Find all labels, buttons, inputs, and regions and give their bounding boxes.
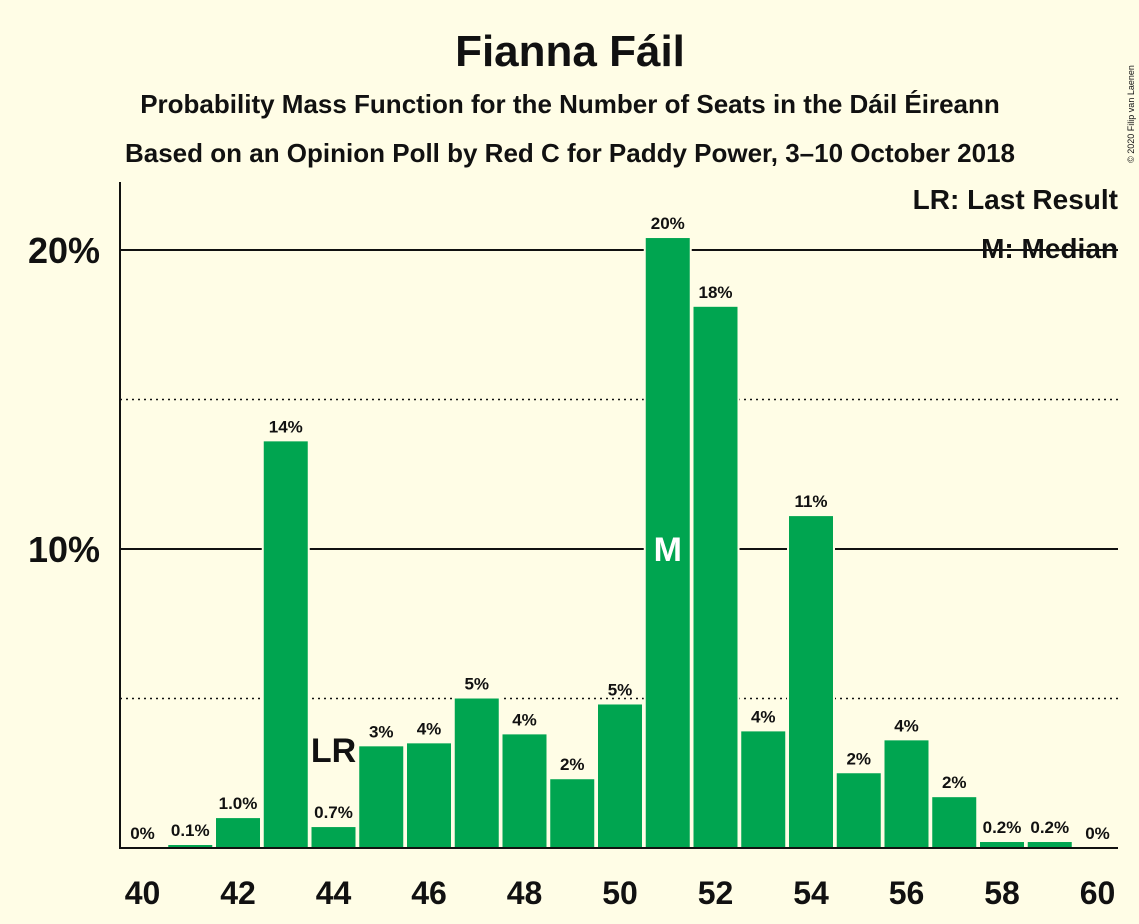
chart-title: Fianna Fáil bbox=[455, 27, 685, 76]
bars bbox=[166, 236, 1074, 849]
bar-seats-50 bbox=[598, 704, 642, 848]
bar-seats-57 bbox=[932, 797, 977, 848]
bar-seats-44 bbox=[311, 827, 356, 848]
x-tick-label: 60 bbox=[1080, 875, 1116, 911]
bar-seats-45 bbox=[359, 746, 404, 848]
bar-seats-43 bbox=[263, 441, 308, 848]
x-tick-label: 40 bbox=[125, 875, 161, 911]
bar-seats-47 bbox=[454, 698, 499, 848]
legend-median: M: Median bbox=[981, 233, 1118, 264]
x-tick-label: 58 bbox=[984, 875, 1020, 911]
bar-seats-52 bbox=[693, 306, 738, 848]
data-label-48: 4% bbox=[512, 710, 537, 729]
x-tick-label: 54 bbox=[793, 875, 829, 911]
bar-seats-56 bbox=[884, 740, 929, 848]
x-tick-label: 42 bbox=[220, 875, 256, 911]
x-tick-label: 48 bbox=[507, 875, 543, 911]
data-label-50: 5% bbox=[608, 680, 633, 699]
last-result-marker: LR bbox=[311, 732, 356, 770]
bar-seats-48 bbox=[502, 734, 547, 848]
data-label-43: 14% bbox=[269, 417, 303, 436]
bar-seats-59 bbox=[1027, 842, 1072, 848]
x-tick-label: 44 bbox=[316, 875, 352, 911]
chart-subtitle-2: Based on an Opinion Poll by Red C for Pa… bbox=[125, 138, 1015, 168]
data-label-57: 2% bbox=[942, 773, 967, 792]
data-label-46: 4% bbox=[417, 719, 442, 738]
y-tick-label: 20% bbox=[28, 230, 100, 271]
data-label-40: 0% bbox=[130, 824, 155, 843]
copyright: © 2020 Filip van Laenen bbox=[1126, 65, 1136, 163]
bar-seats-49 bbox=[550, 779, 595, 848]
bar-seats-42 bbox=[216, 818, 260, 848]
data-label-56: 4% bbox=[894, 716, 919, 735]
data-label-54: 11% bbox=[794, 492, 827, 511]
data-label-55: 2% bbox=[846, 749, 871, 768]
data-labels: 0% 0.1% 1.0% 14% 0.7% LR 3% 4% 5% 4% 2% 5% 20% M 18% 4%… bbox=[130, 214, 1110, 843]
data-label-41: 0.1% bbox=[171, 821, 210, 840]
bar-seats-46 bbox=[407, 743, 451, 848]
data-label-52: 18% bbox=[698, 283, 732, 302]
legend-last-result: LR: Last Result bbox=[913, 184, 1118, 215]
axes bbox=[119, 182, 1118, 849]
bar-seats-54 bbox=[789, 516, 833, 848]
x-tick-label: 50 bbox=[602, 875, 638, 911]
bar-seats-51 bbox=[645, 238, 690, 849]
bar-seats-53 bbox=[741, 731, 786, 848]
data-label-59: 0.2% bbox=[1030, 818, 1069, 837]
data-label-49: 2% bbox=[560, 755, 585, 774]
data-label-53: 4% bbox=[751, 707, 776, 726]
x-tick-label: 56 bbox=[889, 875, 925, 911]
x-tick-label: 46 bbox=[411, 875, 447, 911]
median-marker: M bbox=[654, 531, 682, 569]
x-tick-label: 52 bbox=[698, 875, 734, 911]
bar-seats-55 bbox=[836, 773, 881, 848]
data-label-58: 0.2% bbox=[983, 818, 1022, 837]
bar-seats-41 bbox=[168, 845, 213, 848]
y-tick-label: 10% bbox=[28, 529, 100, 570]
data-label-45: 3% bbox=[369, 722, 394, 741]
data-label-44: 0.7% bbox=[314, 803, 353, 822]
data-label-51: 20% bbox=[651, 214, 685, 233]
tick-labels: 40 42 44 46 48 50 52 54 56 58 60 10% 20% bbox=[28, 230, 1115, 911]
bar-seats-58 bbox=[980, 842, 1024, 848]
data-label-42: 1.0% bbox=[219, 794, 258, 813]
data-label-60: 0% bbox=[1085, 824, 1110, 843]
data-label-47: 5% bbox=[464, 675, 489, 694]
chart-subtitle-1: Probability Mass Function for the Number… bbox=[140, 89, 1000, 119]
